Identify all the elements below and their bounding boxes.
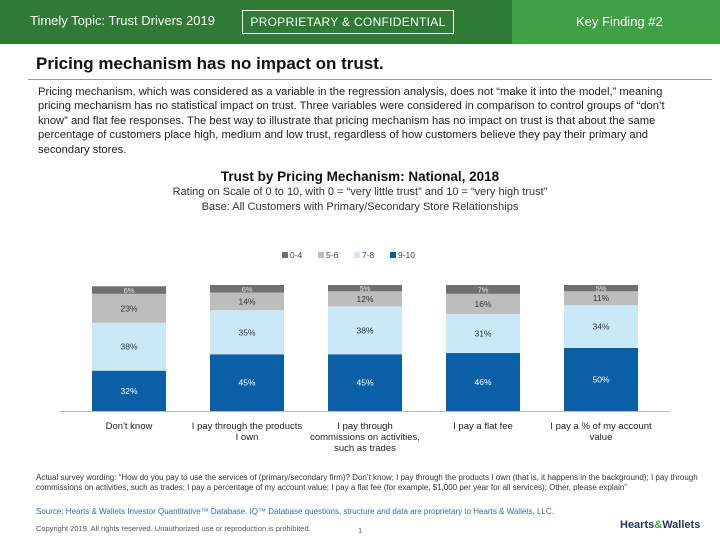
chart-subtitle-base: Base: All Customers with Primary/Seconda… — [201, 201, 519, 213]
chart-subtitle-scale: Rating on Scale of 0 to 10, with 0 = “ve… — [172, 186, 548, 198]
category-label-4-0: I pay a % of my account — [550, 421, 652, 432]
category-label-2-1: commissions on activities, — [310, 432, 420, 443]
bar-segment-0-4-3 — [446, 285, 520, 294]
bar-segment-7-8-0 — [92, 322, 166, 371]
confidential-label: PROPRIETARY & CONFIDENTIAL — [242, 10, 454, 34]
legend-label-0-4: 0-4 — [290, 250, 303, 260]
survey-footnote: Actual survey wording: “How do you pay t… — [36, 473, 698, 492]
data-label-7-8-4: 34% — [592, 322, 609, 332]
bar-segment-9-10-4 — [564, 348, 638, 411]
legend-swatch-5-6 — [318, 252, 324, 258]
data-label-5-6-2: 12% — [356, 294, 373, 304]
bar-segment-5-6-1 — [210, 292, 284, 311]
hearts-wallets-logo: Hearts&Wallets — [620, 519, 701, 531]
headline-divider — [28, 79, 712, 80]
bar-segment-7-8-4 — [564, 305, 638, 348]
data-label-0-4-3: 7% — [478, 285, 489, 294]
page-number: 1 — [358, 526, 363, 535]
data-label-9-10-4: 50% — [592, 375, 609, 385]
bar-segment-0-4-1 — [210, 285, 284, 293]
data-label-0-4-4: 5% — [596, 284, 607, 293]
data-label-7-8-3: 31% — [474, 329, 491, 339]
legend-label-5-6: 5-6 — [326, 250, 339, 260]
data-label-0-4-1: 6% — [242, 285, 253, 294]
bar-segment-0-4-2 — [328, 285, 402, 292]
category-label-2-2: such as trades — [334, 443, 396, 454]
bar-segment-7-8-3 — [446, 313, 520, 354]
category-label-3-0: I pay a flat fee — [453, 421, 513, 432]
bar-segment-0-4-0 — [92, 286, 166, 294]
bar-segment-7-8-1 — [210, 310, 284, 355]
category-label-2-0: I pay through — [337, 421, 392, 432]
banner-right-panel — [512, 0, 720, 44]
category-label-1-0: I pay through the products — [192, 421, 303, 432]
legend-swatch-9-10 — [390, 252, 396, 258]
source-note: Source: Hearts & Wallets Investor Quanti… — [36, 507, 554, 516]
data-label-0-4-0: 6% — [124, 286, 135, 295]
data-label-0-4-2: 5% — [360, 284, 371, 293]
legend-swatch-0-4 — [282, 252, 288, 258]
key-finding-label: Key Finding #2 — [576, 14, 663, 29]
legend-label-9-10: 9-10 — [398, 250, 415, 260]
category-label-4-1: value — [590, 432, 613, 443]
bar-segment-9-10-3 — [446, 353, 520, 411]
banner-left-panel — [0, 0, 512, 44]
data-label-9-10-3: 46% — [474, 377, 491, 387]
bar-segment-5-6-4 — [564, 291, 638, 306]
chart-title: Trust by Pricing Mechanism: National, 20… — [220, 169, 500, 184]
data-label-5-6-3: 16% — [474, 299, 491, 309]
body-paragraph: Pricing mechanism, which was considered … — [38, 86, 665, 156]
bar-segment-7-8-2 — [328, 306, 402, 355]
bar-segment-9-10-2 — [328, 354, 402, 411]
legend-label-7-8: 7-8 — [362, 250, 375, 260]
bar-segment-0-4-4 — [564, 285, 638, 292]
data-label-5-6-1: 14% — [238, 296, 255, 306]
legend-swatch-7-8 — [354, 252, 360, 258]
category-label-0-0: Don't know — [106, 421, 153, 432]
topic-title: Timely Topic: Trust Drivers 2019 — [30, 13, 215, 28]
data-label-5-6-4: 11% — [593, 293, 610, 303]
page-headline: Pricing mechanism has no impact on trust… — [36, 54, 384, 73]
bar-segment-9-10-0 — [92, 370, 166, 411]
data-label-7-8-1: 35% — [238, 327, 255, 337]
stacked-bar-chart: 0-4 5-6 7-8 9-10 32% 38% 23% 6% 45% 35% 14% 6% 45% 38… — [60, 250, 670, 454]
data-label-5-6-0: 23% — [120, 303, 137, 313]
bar-segment-9-10-1 — [210, 354, 284, 411]
data-label-7-8-2: 38% — [356, 325, 373, 335]
data-label-9-10-2: 45% — [356, 378, 373, 388]
bar-segment-5-6-2 — [328, 291, 402, 307]
data-label-7-8-0: 38% — [120, 342, 137, 352]
bar-segment-5-6-3 — [446, 293, 520, 314]
bar-segment-5-6-0 — [92, 293, 166, 323]
category-label-1-1: I own — [236, 432, 259, 443]
data-label-9-10-1: 45% — [238, 378, 255, 388]
top-banner: Timely Topic: Trust Drivers 2019 PROPRIE… — [0, 0, 720, 44]
copyright-notice: Copyright 2019. All rights reserved. Una… — [36, 524, 311, 533]
data-label-9-10-0: 32% — [120, 386, 137, 396]
